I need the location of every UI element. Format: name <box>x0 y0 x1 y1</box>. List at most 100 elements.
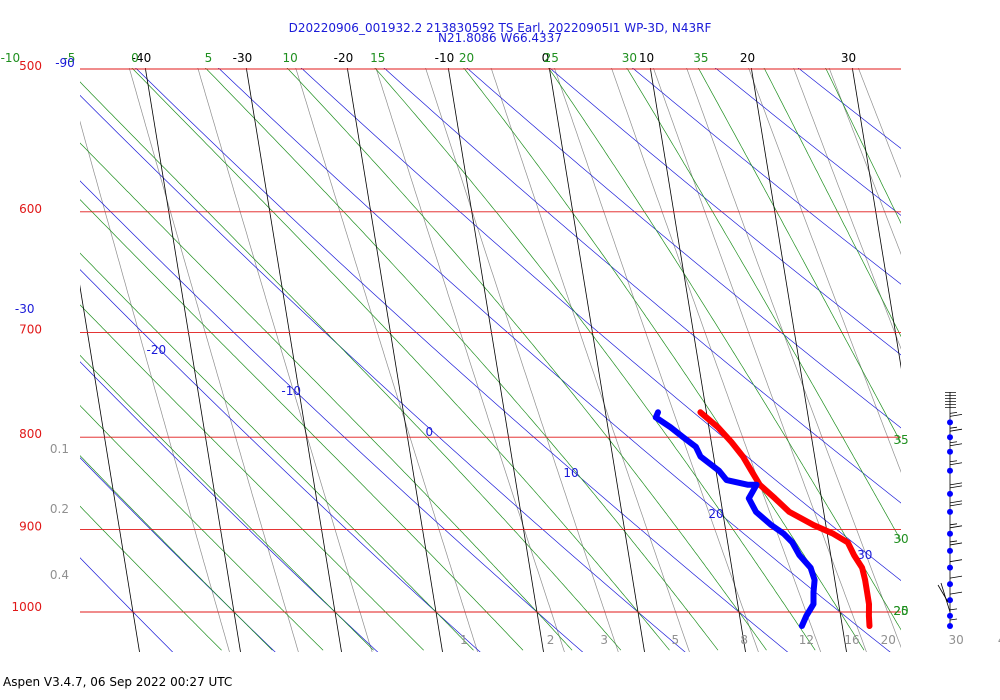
moist-adiabat-label: 30 <box>893 532 908 546</box>
dry-adiabat-line <box>135 68 789 652</box>
mixing-ratio-label: 2 <box>547 633 555 647</box>
moist-adiabat-line <box>763 68 901 338</box>
isotherm-line <box>80 284 140 652</box>
mixing-ratio-line <box>793 68 901 350</box>
dry-adiabat-line <box>80 269 481 652</box>
wind-barb-point <box>947 508 953 515</box>
mixing-ratio-side-label: 0.4 <box>50 568 69 582</box>
wind-barb-flag <box>949 428 963 432</box>
isotherm-label: 10 <box>639 51 654 65</box>
wind-barb-flag <box>949 482 963 486</box>
pressure-tick-label: 700 <box>19 323 42 337</box>
moist-adiabat-line <box>80 142 573 651</box>
dry-adiabat-line <box>383 68 901 504</box>
moist-adiabat-line <box>80 455 273 651</box>
dry-adiabat-label: 30 <box>857 548 872 562</box>
moist-adiabat-line <box>626 68 901 542</box>
dry-adiabat-line <box>80 180 584 652</box>
isotherm-label: -10 <box>435 51 455 65</box>
moist-adiabat-line <box>80 252 474 651</box>
wind-barb-flag <box>949 500 963 504</box>
pressure-tick-label: 500 <box>19 59 42 73</box>
dry-adiabat-line <box>80 361 379 652</box>
dry-adiabat-line <box>549 68 901 356</box>
wind-barb-point <box>947 434 953 441</box>
dry-adiabat-line <box>80 557 174 652</box>
mixing-ratio-line <box>295 68 479 652</box>
moist-adiabat-label: -5 <box>63 51 75 65</box>
moist-adiabat-label: 35 <box>693 51 708 65</box>
mixing-ratio-line <box>490 68 690 652</box>
mixing-ratio-label: 8 <box>740 633 748 647</box>
moist-adiabat-line <box>286 68 767 651</box>
wind-barb-flag <box>949 443 963 447</box>
dry-adiabat-label: 10 <box>563 466 578 480</box>
dry-adiabat-line <box>466 68 901 429</box>
wind-barb-flag <box>949 485 963 489</box>
mixing-ratio-line <box>748 68 901 473</box>
wind-barb-point <box>947 581 953 588</box>
wind-barb-flag <box>949 618 958 621</box>
wind-barb-point <box>947 622 953 629</box>
isotherm-label: 20 <box>740 51 755 65</box>
moist-adiabat-line <box>80 405 324 651</box>
wind-barb-flag <box>949 525 963 529</box>
pressure-tick-label: 900 <box>19 519 42 533</box>
mixing-ratio-line <box>611 68 822 652</box>
moist-adiabat-label: 25 <box>893 604 908 618</box>
wind-barb-flag <box>949 542 963 546</box>
software-footer: Aspen V3.4.7, 06 Sep 2022 00:27 UTC <box>3 675 233 689</box>
isotherm-label: -30 <box>233 51 253 65</box>
dry-adiabat-line <box>797 68 901 149</box>
chart-title: D20220906_001932.2 213830592 TS Earl, 20… <box>288 21 712 35</box>
mixing-ratio-line <box>554 68 759 652</box>
isotherm-label: 0 <box>542 51 550 65</box>
moist-adiabat-line <box>131 68 670 651</box>
wind-barb-flag <box>949 413 963 417</box>
dry-adiabat-label: 0 <box>426 425 434 439</box>
mixing-ratio-line <box>857 68 901 179</box>
mixing-ratio-side-label: 0.2 <box>50 502 69 516</box>
mixing-ratio-label: 3 <box>600 633 608 647</box>
isotherm-line <box>245 68 342 652</box>
isotherm-line <box>953 68 1000 652</box>
moist-adiabat-label: 20 <box>459 51 474 65</box>
wind-barb-point <box>947 612 953 619</box>
dry-adiabat-label: -90 <box>55 56 75 70</box>
mixing-ratio-label: 20 <box>881 633 896 647</box>
isotherm-line <box>851 68 901 370</box>
chart-subtitle: N21.8086 W66.4337 <box>438 31 562 45</box>
moist-adiabat-line <box>463 68 865 651</box>
moist-adiabat-label: 25 <box>544 51 559 65</box>
isotherm-line <box>144 68 241 652</box>
dry-adiabat-label: -10 <box>281 384 301 398</box>
isotherm-line <box>447 68 544 652</box>
isotherm-line <box>548 68 645 652</box>
wind-barb-point <box>947 530 953 537</box>
isotherm-label: 30 <box>841 51 856 65</box>
mixing-ratio-side-label: 0.1 <box>50 442 69 456</box>
isotherm-line <box>346 68 443 652</box>
moist-adiabat-line <box>80 354 374 651</box>
dry-adiabat-line <box>217 68 891 652</box>
isotherm-line <box>750 68 847 652</box>
mixing-ratio-line <box>128 68 299 652</box>
wind-barb-flag <box>949 559 963 563</box>
dewpoint-profile-line <box>652 409 818 629</box>
mixing-ratio-line <box>653 68 867 652</box>
mixing-ratio-label: 16 <box>844 633 859 647</box>
moist-adiabat-label: 5 <box>205 51 213 65</box>
moist-adiabat-line <box>374 68 816 651</box>
moist-adiabat-label: -10 <box>1 51 21 65</box>
moist-adiabat-line <box>80 304 424 651</box>
mixing-ratio-label: 30 <box>948 633 963 647</box>
wind-barb-flag <box>949 575 963 579</box>
dry-adiabat-label: 20 <box>708 507 723 521</box>
pressure-tick-label: 600 <box>19 202 42 216</box>
wind-barb-flag <box>949 460 958 463</box>
isotherm-label: -20 <box>334 51 354 65</box>
mixing-ratio-label: 40 <box>998 633 1000 647</box>
wind-barb-flag <box>949 540 958 543</box>
moist-adiabat-line <box>697 68 901 444</box>
